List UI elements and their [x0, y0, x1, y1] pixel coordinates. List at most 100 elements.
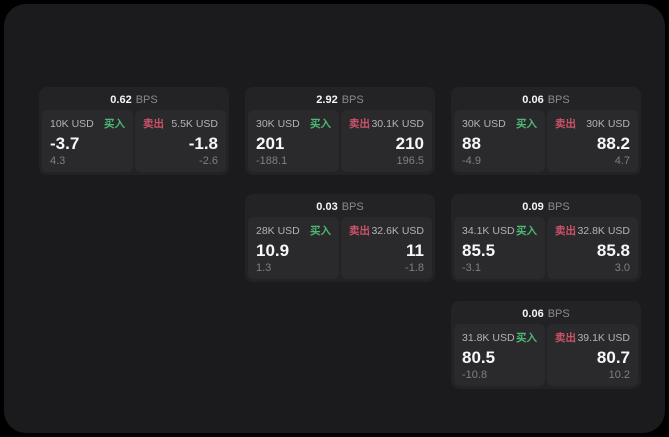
sell-price: 210	[395, 133, 424, 153]
bps-unit-label: BPS	[341, 201, 364, 213]
bps-value: 0.06	[522, 308, 544, 320]
buy-panel[interactable]: 30K USD 买入 88 -4.9	[454, 110, 545, 172]
bps-value: 0.62	[110, 94, 132, 106]
buy-side-label: 买入	[516, 225, 537, 237]
sell-amount: 30K USD	[586, 117, 630, 130]
bps-header: 0.03 BPS	[248, 197, 432, 217]
bps-unit-label: BPS	[547, 308, 570, 320]
sell-header-row: 卖出 32.8K USD	[555, 223, 630, 238]
quote-card-body: 10K USD 买入 -3.7 4.3 卖出 5.5K USD -1.8 -2.…	[42, 110, 226, 172]
buy-side-label: 买入	[310, 118, 331, 130]
buy-price: 88	[462, 133, 481, 153]
sell-amount: 39.1K USD	[577, 331, 630, 344]
bps-unit-label: BPS	[135, 94, 158, 106]
sell-panel[interactable]: 卖出 30.1K USD 210 196.5	[341, 110, 432, 172]
bps-header: 2.92 BPS	[248, 90, 432, 110]
app-panel: 0.62 BPS 10K USD 买入 -3.7 4.3 卖出 5.5K USD…	[4, 4, 665, 433]
sell-delta: 10.2	[608, 369, 630, 381]
quote-card-body: 34.1K USD 买入 85.5 -3.1 卖出 32.8K USD 85.8…	[454, 217, 638, 279]
sell-delta: 196.5	[396, 155, 424, 167]
buy-header-row: 31.8K USD 买入	[462, 330, 537, 345]
buy-panel[interactable]: 30K USD 买入 201 -188.1	[248, 110, 339, 172]
sell-side-label: 卖出	[143, 118, 164, 130]
sell-side-label: 卖出	[349, 118, 370, 130]
buy-amount: 30K USD	[256, 117, 300, 130]
sell-price: 11	[406, 240, 424, 260]
bps-value: 0.06	[522, 94, 544, 106]
quote-card: 0.06 BPS 30K USD 买入 88 -4.9 卖出 30K USD 8…	[451, 87, 641, 175]
quote-card: 0.62 BPS 10K USD 买入 -3.7 4.3 卖出 5.5K USD…	[39, 87, 229, 175]
sell-header-row: 卖出 30K USD	[555, 116, 630, 131]
buy-panel[interactable]: 34.1K USD 买入 85.5 -3.1	[454, 217, 545, 279]
buy-price: -3.7	[50, 133, 80, 153]
sell-header-row: 卖出 5.5K USD	[143, 116, 218, 131]
quote-card-body: 30K USD 买入 88 -4.9 卖出 30K USD 88.2 4.7	[454, 110, 638, 172]
buy-delta: 1.3	[256, 262, 272, 274]
quote-card-grid: 0.62 BPS 10K USD 买入 -3.7 4.3 卖出 5.5K USD…	[39, 87, 641, 389]
buy-price: 201	[256, 133, 285, 153]
buy-header-row: 34.1K USD 买入	[462, 223, 537, 238]
sell-delta: 3.0	[614, 262, 630, 274]
buy-header-row: 28K USD 买入	[256, 223, 331, 238]
buy-header-row: 10K USD 买入	[50, 116, 125, 131]
bps-header: 0.09 BPS	[454, 197, 638, 217]
sell-side-label: 卖出	[555, 332, 576, 344]
sell-amount: 32.8K USD	[577, 224, 630, 237]
buy-side-label: 买入	[310, 225, 331, 237]
sell-panel[interactable]: 卖出 5.5K USD -1.8 -2.6	[135, 110, 226, 172]
buy-side-label: 买入	[516, 118, 537, 130]
buy-delta: -188.1	[256, 155, 288, 167]
sell-side-label: 卖出	[555, 118, 576, 130]
quote-card-body: 30K USD 买入 201 -188.1 卖出 30.1K USD 210 1…	[248, 110, 432, 172]
buy-side-label: 买入	[516, 332, 537, 344]
buy-price: 80.5	[462, 347, 496, 367]
buy-panel[interactable]: 28K USD 买入 10.9 1.3	[248, 217, 339, 279]
bps-unit-label: BPS	[341, 94, 364, 106]
buy-amount: 31.8K USD	[462, 331, 515, 344]
buy-delta: 4.3	[50, 155, 66, 167]
quote-card-body: 31.8K USD 买入 80.5 -10.8 卖出 39.1K USD 80.…	[454, 324, 638, 386]
buy-price: 10.9	[256, 240, 290, 260]
quote-card: 0.06 BPS 31.8K USD 买入 80.5 -10.8 卖出 39.1…	[451, 301, 641, 389]
quote-card: 0.09 BPS 34.1K USD 买入 85.5 -3.1 卖出 32.8K…	[451, 194, 641, 282]
quote-card: 0.03 BPS 28K USD 买入 10.9 1.3 卖出 32.6K US…	[245, 194, 435, 282]
quote-card: 2.92 BPS 30K USD 买入 201 -188.1 卖出 30.1K …	[245, 87, 435, 175]
buy-amount: 30K USD	[462, 117, 506, 130]
sell-panel[interactable]: 卖出 30K USD 88.2 4.7	[547, 110, 638, 172]
buy-header-row: 30K USD 买入	[256, 116, 331, 131]
sell-delta: -2.6	[199, 155, 218, 167]
buy-amount: 34.1K USD	[462, 224, 515, 237]
quote-card-body: 28K USD 买入 10.9 1.3 卖出 32.6K USD 11 -1.8	[248, 217, 432, 279]
sell-side-label: 卖出	[349, 225, 370, 237]
buy-delta: -10.8	[462, 369, 488, 381]
bps-header: 0.62 BPS	[42, 90, 226, 110]
buy-amount: 28K USD	[256, 224, 300, 237]
bps-header: 0.06 BPS	[454, 304, 638, 324]
sell-header-row: 卖出 32.6K USD	[349, 223, 424, 238]
sell-price: 85.8	[596, 240, 630, 260]
bps-unit-label: BPS	[547, 94, 570, 106]
sell-side-label: 卖出	[555, 225, 576, 237]
sell-amount: 30.1K USD	[371, 117, 424, 130]
bps-header: 0.06 BPS	[454, 90, 638, 110]
bps-value: 0.09	[522, 201, 544, 213]
sell-price: -1.8	[188, 133, 218, 153]
bps-value: 0.03	[316, 201, 338, 213]
sell-price: 80.7	[596, 347, 630, 367]
sell-panel[interactable]: 卖出 32.8K USD 85.8 3.0	[547, 217, 638, 279]
sell-delta: -1.8	[405, 262, 424, 274]
sell-amount: 32.6K USD	[371, 224, 424, 237]
sell-delta: 4.7	[614, 155, 630, 167]
sell-header-row: 卖出 39.1K USD	[555, 330, 630, 345]
sell-panel[interactable]: 卖出 39.1K USD 80.7 10.2	[547, 324, 638, 386]
sell-header-row: 卖出 30.1K USD	[349, 116, 424, 131]
buy-amount: 10K USD	[50, 117, 94, 130]
buy-side-label: 买入	[104, 118, 125, 130]
bps-value: 2.92	[316, 94, 338, 106]
buy-panel[interactable]: 10K USD 买入 -3.7 4.3	[42, 110, 133, 172]
sell-panel[interactable]: 卖出 32.6K USD 11 -1.8	[341, 217, 432, 279]
sell-amount: 5.5K USD	[171, 117, 218, 130]
buy-panel[interactable]: 31.8K USD 买入 80.5 -10.8	[454, 324, 545, 386]
bps-unit-label: BPS	[547, 201, 570, 213]
buy-delta: -4.9	[462, 155, 481, 167]
